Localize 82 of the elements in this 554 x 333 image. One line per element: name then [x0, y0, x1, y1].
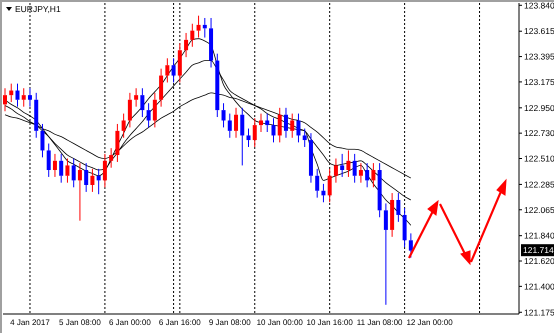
candlestick [152, 92, 157, 128]
candlestick [190, 23, 194, 48]
candlestick [328, 168, 332, 203]
x-tick-label: 5 Jan 08:00 [59, 318, 102, 327]
x-tick-label: 11 Jan 08:00 [356, 318, 404, 327]
y-tick-label: 123.615 [524, 26, 554, 36]
candlestick [240, 107, 244, 166]
candlestick [59, 153, 64, 184]
candlestick [3, 88, 7, 112]
candlestick [102, 153, 107, 188]
candlestick [165, 58, 170, 83]
candlestick [178, 42, 182, 83]
candlestick [265, 113, 270, 133]
candlestick [290, 113, 294, 138]
candlestick [222, 102, 226, 128]
candlestick [209, 17, 214, 68]
candlestick [308, 132, 313, 184]
candlestick [109, 148, 114, 168]
candlestick [40, 123, 44, 158]
candlestick [140, 88, 144, 118]
candlestick [384, 202, 388, 306]
candlestick [358, 162, 363, 184]
candlestick [346, 150, 350, 178]
candlestick [78, 162, 82, 222]
candlestick [321, 183, 326, 203]
chart-title: EURJPY,H1 [15, 4, 61, 14]
candlestick [234, 107, 238, 138]
candlestick [271, 118, 276, 143]
candlestick [90, 168, 94, 192]
x-tick-label: 10 Jan 00:00 [256, 318, 304, 327]
x-tick-label: 9 Jan 08:00 [208, 318, 252, 327]
candlestick [334, 158, 338, 184]
candlestick [365, 162, 370, 188]
candlestick [252, 118, 257, 148]
candlestick [246, 128, 251, 148]
candlestick [396, 192, 400, 222]
candlestick [402, 208, 407, 248]
y-tick-label: 121.175 [524, 307, 554, 318]
candlestick [278, 107, 282, 143]
candlestick [340, 153, 344, 178]
candlestick [115, 123, 120, 162]
candlestick [184, 32, 188, 58]
candlestick [371, 162, 376, 188]
x-tick-label: 12 Jan 00:00 [406, 318, 454, 327]
candlestick [128, 92, 132, 128]
candlestick [284, 107, 288, 138]
y-tick-label: 122.285 [524, 179, 554, 190]
candlestick [9, 83, 14, 103]
candlestick [46, 143, 51, 178]
candlestick [302, 128, 307, 148]
candlestick [15, 83, 20, 108]
x-tick-label: 6 Jan 00:00 [108, 318, 152, 327]
candlestick [202, 17, 207, 38]
x-tick-label: 6 Jan 16:00 [158, 318, 202, 327]
candlestick [84, 162, 88, 192]
candlestick [28, 88, 32, 108]
candlestick [228, 113, 232, 138]
annotation: 121.714 [523, 245, 554, 256]
y-tick-label: 123.395 [524, 52, 554, 62]
candlestick [146, 102, 151, 128]
candlestick [315, 168, 320, 198]
y-tick-label: 123.175 [524, 76, 554, 87]
candlestick [196, 15, 201, 38]
candlestick [352, 153, 357, 184]
candlestick [122, 113, 126, 138]
candlestick [159, 68, 164, 108]
candlestick [52, 153, 57, 178]
candlestick [134, 88, 138, 108]
x-tick-label: 10 Jan 16:00 [306, 318, 354, 327]
candlestick [96, 168, 101, 195]
candlestick [172, 58, 176, 83]
candlestick [65, 158, 70, 184]
candlestick [72, 158, 76, 188]
candlestick [215, 53, 220, 118]
candlestick [378, 162, 382, 218]
candlestick [296, 113, 300, 143]
candlestick [390, 192, 394, 238]
x-tick-label: 4 Jan 2017 [10, 318, 50, 327]
candlestick [34, 92, 38, 138]
candlestick [22, 88, 26, 108]
candlestick [259, 113, 263, 133]
y-tick-label: 122.065 [524, 204, 554, 215]
